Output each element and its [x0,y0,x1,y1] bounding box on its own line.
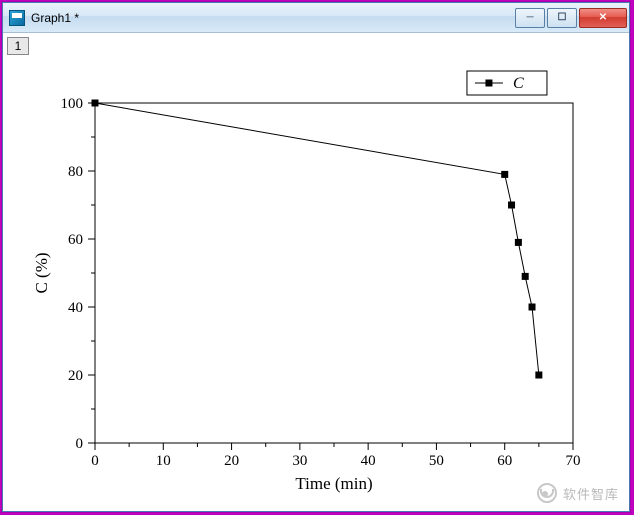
wechat-icon [537,483,557,503]
client-area: 1 010203040506070020406080100Time (min)C… [3,33,629,511]
minimize-button[interactable]: ─ [515,8,545,28]
svg-text:0: 0 [76,436,84,452]
svg-text:50: 50 [429,453,444,469]
maximize-button[interactable]: ☐ [547,8,577,28]
close-button[interactable]: ✕ [579,8,627,28]
svg-text:C: C [513,75,524,92]
svg-text:80: 80 [68,164,83,180]
graph-window: Graph1 * ─ ☐ ✕ 1 01020304050607002040608… [2,2,630,512]
titlebar[interactable]: Graph1 * ─ ☐ ✕ [3,3,629,33]
watermark-text: 软件智库 [563,484,619,503]
watermark: 软件智库 [537,483,619,503]
svg-text:60: 60 [68,232,83,248]
svg-text:20: 20 [224,453,239,469]
svg-text:30: 30 [292,453,307,469]
svg-text:C (%): C (%) [32,252,51,293]
svg-text:100: 100 [61,96,84,112]
window-controls: ─ ☐ ✕ [513,8,627,28]
svg-text:70: 70 [566,453,581,469]
svg-text:Time (min): Time (min) [295,474,372,493]
chart-area[interactable]: 0 10 20 30 40 50 60 70 0 20 40 60 80 100 Time (min) C (… [23,53,609,491]
close-icon: ✕ [599,12,607,23]
svg-text:60: 60 [497,453,512,469]
svg-text:40: 40 [361,453,376,469]
minimize-icon: ─ [526,12,533,23]
app-icon [9,10,25,26]
window-title: Graph1 * [31,11,79,25]
chart-svg: 0 10 20 30 40 50 60 70 0 20 40 60 80 100 Time (min) C (… [23,53,603,503]
maximize-icon: ☐ [558,12,567,23]
svg-text:0: 0 [91,453,99,469]
svg-text:40: 40 [68,300,83,316]
svg-text:10: 10 [156,453,171,469]
svg-text:20: 20 [68,368,83,384]
